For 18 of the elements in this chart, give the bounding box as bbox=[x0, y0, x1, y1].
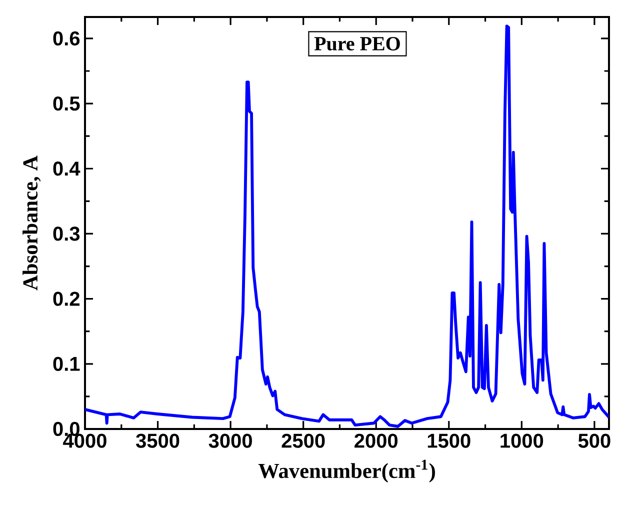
x-tick-label: 500 bbox=[578, 434, 610, 448]
x-tick-label: 3500 bbox=[136, 434, 180, 448]
x-tick-label: 2000 bbox=[354, 434, 398, 448]
x-tick-label: 1000 bbox=[500, 434, 544, 448]
y-axis-title: Absorbance, A bbox=[22, 156, 41, 290]
annotation: Pure PEO bbox=[314, 37, 400, 51]
y-tick-label: 0.4 bbox=[53, 162, 80, 176]
y-tick-label: 0.5 bbox=[53, 96, 80, 111]
y-tick-label: 0.0 bbox=[53, 422, 80, 436]
y-tick-label: 0.2 bbox=[53, 292, 80, 306]
x-tick-label: 2500 bbox=[282, 434, 325, 448]
y-tick-label: 0.6 bbox=[53, 31, 80, 46]
x-tick-label: 1500 bbox=[428, 434, 470, 448]
x-tick-label: 3000 bbox=[208, 434, 252, 448]
y-tick-label: 0.1 bbox=[53, 356, 80, 371]
x-axis-title: Wavenumber(cm$^{-1}$) bbox=[258, 460, 435, 482]
y-tick-label: 0.3 bbox=[53, 226, 80, 241]
x-tick-label: 4000 bbox=[63, 434, 106, 448]
